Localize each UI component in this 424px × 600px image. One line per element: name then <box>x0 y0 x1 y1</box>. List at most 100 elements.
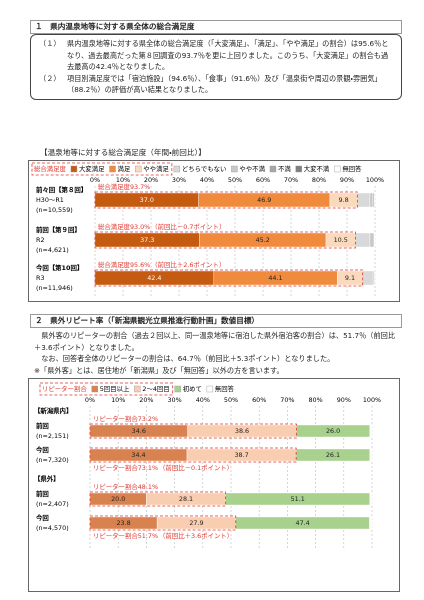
legend-label: 大変満足 <box>79 164 105 173</box>
value-label: 38.6 <box>235 427 249 435</box>
annotation-detail: （前回比－0.1ポイント） <box>159 463 233 472</box>
value-label: 34.6 <box>132 427 146 435</box>
item-label: （２） <box>39 73 61 83</box>
row-sublabel: R2 <box>36 236 45 244</box>
bar-segment <box>369 492 373 506</box>
total-outline <box>94 269 364 287</box>
legend-label: 不満 <box>278 165 291 173</box>
legend-swatch <box>109 165 116 173</box>
bar-segment <box>369 424 373 438</box>
legend-label: どちらでもない <box>182 165 227 173</box>
bar-segment <box>369 516 373 530</box>
legend-swatch <box>231 165 238 173</box>
value-label: 45.2 <box>256 236 270 244</box>
value-label: 9.8 <box>339 196 349 204</box>
row-label: 今回 <box>36 513 49 522</box>
x-tick-label: 80% <box>312 176 326 184</box>
annotation: リピーター割合73.1% <box>93 463 158 472</box>
row-label: 今回【第10回】 <box>36 263 83 272</box>
row-sublabel: (n=11,946) <box>36 284 73 292</box>
x-tick-label: 60% <box>256 176 270 184</box>
legend-swatch <box>135 165 142 173</box>
x-tick-label: 60% <box>252 396 266 404</box>
value-label: 37.3 <box>140 236 154 244</box>
chart-title: 【温泉地等に対する総合満足度（年間・前回比）】 <box>40 148 206 157</box>
x-tick-label: 90% <box>337 396 351 404</box>
row-label: 前回 <box>36 421 49 430</box>
bar-segment <box>369 232 374 248</box>
item-text: 県内温泉地等に対する県全体の総合満足度（「大変満足」、「満足」、「やや満足」の割… <box>67 39 389 71</box>
x-tick-label: 10% <box>116 176 130 184</box>
row-sublabel: (n=2,151) <box>36 432 69 440</box>
legend-swatch <box>269 165 277 173</box>
x-tick-label: 50% <box>224 396 238 404</box>
annotation: リピーター割合73.2% <box>93 414 158 423</box>
legend-total-label: リピーター割合 <box>42 384 87 393</box>
value-label: 38.7 <box>234 451 248 459</box>
summary-item: （１） 県内温泉地等に対する県全体の総合満足度（「大変満足」、「満足」、「やや満… <box>39 38 393 73</box>
annotation: 総合満足度93.0% <box>98 222 150 231</box>
legend-label: 2～4回目 <box>142 385 169 393</box>
x-tick-label: 30% <box>172 176 186 184</box>
row-label: 前回 <box>36 489 49 498</box>
x-tick-label: 10% <box>111 396 125 404</box>
annotation: 総合満足度93.7% <box>98 182 150 191</box>
bar-segment <box>369 448 373 462</box>
legend-label: 初めて <box>183 384 202 393</box>
legend-label: 大変不満 <box>304 164 330 173</box>
legend-label: 無回答 <box>342 164 362 173</box>
x-tick-label: 70% <box>284 176 298 184</box>
section-text: 県外客のリピーターの割合（過去２回以上、同一温泉地等に宿泊した県外宿泊客の割合）… <box>34 330 396 376</box>
total-outline <box>89 515 237 531</box>
x-tick-label: 0% <box>85 396 95 404</box>
legend-label: 無回答 <box>215 384 235 393</box>
row-sublabel: (n=2,407) <box>36 500 69 508</box>
bar-segment <box>374 232 376 248</box>
value-label: 10.5 <box>334 236 348 244</box>
bar-segment <box>372 270 375 286</box>
x-tick-label: 80% <box>308 396 322 404</box>
legend-label: 満足 <box>118 165 131 173</box>
chart: 0% 10% 20% 30% 40% 50% 60% 70% 80% 90% 100% リピーター割合… <box>28 378 400 592</box>
group-label: 【県外】 <box>34 474 60 483</box>
legend-label: 5回目以上 <box>100 384 130 393</box>
value-label: 27.9 <box>189 519 203 527</box>
x-tick-label: 70% <box>280 396 294 404</box>
value-label: 20.0 <box>111 495 125 503</box>
item-label: （１） <box>39 39 61 48</box>
summary-box: （１） 県内温泉地等に対する県全体の総合満足度（「大変満足」、「満足」、「やや満… <box>30 34 402 100</box>
annotation-detail: （前回比＋2.6ポイント） <box>151 260 225 269</box>
value-label: 23.8 <box>116 519 130 527</box>
legend-swatch <box>91 385 98 393</box>
legend-swatch <box>295 165 302 173</box>
bar-segment <box>362 270 373 286</box>
annotation: リピーター割合48.1% <box>93 482 158 491</box>
row-sublabel: (n=4,570) <box>36 524 69 532</box>
x-tick-label: 100% <box>363 396 381 404</box>
x-tick-label: 40% <box>196 396 210 404</box>
paragraph: ※「県外客」とは、居住地が「新潟県」及び「無回答」以外の方を言います。 <box>34 365 284 375</box>
value-label: 9.1 <box>345 274 355 282</box>
legend-label: やや満足 <box>143 165 169 173</box>
section-heading: １ 県内温泉地等に対する県全体の総合満足度 <box>30 20 402 34</box>
total-outline <box>94 191 358 209</box>
row-label: 前々回【第８回】 <box>36 185 87 194</box>
x-tick-label: 0% <box>90 176 100 184</box>
chart: 0% 10% 20% 30% 40% 50% 60% 70% 80% 90% 100% 総合満足度 大変… <box>28 160 400 302</box>
value-label: 47.4 <box>296 519 310 527</box>
legend-swatch <box>206 385 214 393</box>
annotation-detail: （前回比－0.7ポイント） <box>151 222 225 231</box>
x-tick-label: 90% <box>340 176 354 184</box>
value-label: 34.4 <box>131 451 145 459</box>
total-outline <box>89 491 227 507</box>
value-label: 46.9 <box>257 196 271 204</box>
item-text: 項目別満足度では「宿泊施設」（94.6％）、「食事」（91.6％）及び「温泉街や… <box>67 73 382 95</box>
row-label: 前回【第９回】 <box>36 225 81 234</box>
value-label: 37.0 <box>140 196 154 204</box>
x-tick-label: 20% <box>139 396 153 404</box>
legend-swatch <box>334 165 341 173</box>
legend-label: やや不満 <box>239 165 265 173</box>
total-outline <box>94 231 356 249</box>
value-label: 51.1 <box>291 495 305 503</box>
